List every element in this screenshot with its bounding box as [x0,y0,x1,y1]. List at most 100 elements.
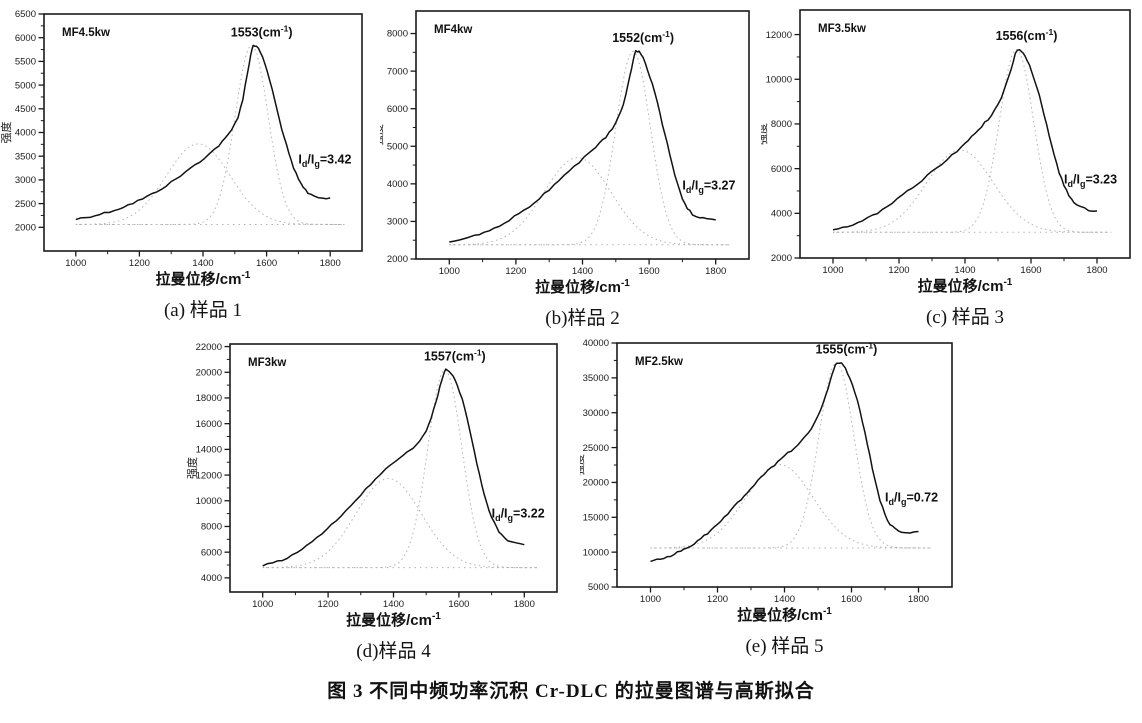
raman-chart-c: 1000 1200 1400 1600 1800 2000 4000 6000 8000 1000… [761,0,1142,332]
raman-chart-a: 1000 1200 1400 1600 1800 2000 2500 3000 3500 4000… [0,0,380,332]
svg-text:强度: 强度 [761,123,769,145]
svg-text:强度: 强度 [580,454,586,476]
svg-text:1800: 1800 [1086,265,1107,276]
svg-text:10000: 10000 [766,74,792,85]
chart-caption-d: (d)样品 4 [356,641,431,662]
svg-text:强度: 强度 [380,124,385,146]
svg-text:Id/Ig=3.23: Id/Ig=3.23 [1064,173,1117,190]
figure-caption: 图 3 不同中频功率沉积 Cr-DLC 的拉曼图谱与高斯拟合 [327,681,815,702]
svg-text:Id/Ig=3.42: Id/Ig=3.42 [298,152,351,169]
svg-text:8000: 8000 [771,119,792,130]
svg-text:25000: 25000 [583,443,609,454]
svg-text:1000: 1000 [439,266,460,277]
svg-text:22000: 22000 [196,342,222,353]
chart-cell-d: 1000 1200 1400 1600 1800 4000 6000 8000 10000 120… [180,332,580,672]
svg-text:2000: 2000 [771,253,792,264]
chart-cell-e: 1000 1200 1400 1600 1800 5000 10000 15000 20000 2… [580,332,980,672]
svg-text:8000: 8000 [201,522,222,533]
chart-caption-c: (c) 样品 3 [925,307,1005,328]
svg-text:1200: 1200 [129,258,150,269]
svg-text:1553(cm-1): 1553(cm-1) [231,23,293,39]
svg-text:MF3kw: MF3kw [248,357,286,369]
svg-text:6000: 6000 [15,33,36,44]
svg-text:1555(cm-1): 1555(cm-1) [816,341,878,357]
svg-text:6000: 6000 [771,164,792,175]
chart-caption-a: (a) 样品 1 [163,300,243,321]
svg-text:1200: 1200 [888,265,909,276]
svg-text:6000: 6000 [387,104,408,115]
svg-text:3000: 3000 [387,217,408,228]
svg-text:2500: 2500 [15,199,36,210]
svg-text:1800: 1800 [514,599,535,610]
svg-text:15000: 15000 [583,512,609,523]
svg-text:4000: 4000 [771,209,792,220]
raman-chart-b: 1000 1200 1400 1600 1800 2000 3000 4000 5000 6000… [380,0,761,332]
svg-text:1600: 1600 [448,599,469,610]
svg-text:4500: 4500 [15,104,36,115]
svg-text:1556(cm-1): 1556(cm-1) [996,27,1058,43]
svg-text:1000: 1000 [65,258,86,269]
svg-text:1800: 1800 [705,266,726,277]
svg-text:1557(cm-1): 1557(cm-1) [424,348,486,364]
svg-text:2000: 2000 [387,254,408,265]
svg-text:1200: 1200 [707,594,728,605]
chart-cell-a: 1000 1200 1400 1600 1800 2000 2500 3000 3500 4000… [0,0,380,332]
svg-text:MF3.5kw: MF3.5kw [818,23,866,35]
svg-text:14000: 14000 [196,445,222,456]
chart-cell-b: 1000 1200 1400 1600 1800 2000 3000 4000 5000 6000… [380,0,761,332]
svg-text:5000: 5000 [387,141,408,152]
svg-text:16000: 16000 [196,419,222,430]
svg-text:1800: 1800 [320,258,341,269]
svg-text:5000: 5000 [15,80,36,91]
svg-text:Id/Ig=3.22: Id/Ig=3.22 [492,507,545,523]
svg-text:1400: 1400 [954,265,975,276]
svg-text:4000: 4000 [201,573,222,584]
svg-text:4000: 4000 [15,128,36,139]
svg-text:1400: 1400 [774,594,795,605]
chart-caption-e: (e) 样品 5 [745,636,824,657]
svg-text:拉曼位移/cm-1: 拉曼位移/cm-1 [535,278,630,296]
chart-caption-b: (b)样品 2 [545,308,620,329]
svg-text:拉曼位移/cm-1: 拉曼位移/cm-1 [156,270,251,288]
raman-chart-e: 1000 1200 1400 1600 1800 5000 10000 15000 20000 2… [580,332,980,672]
svg-text:35000: 35000 [583,373,609,384]
svg-text:6000: 6000 [201,547,222,558]
svg-text:1600: 1600 [256,258,277,269]
svg-text:拉曼位移/cm-1: 拉曼位移/cm-1 [918,277,1013,295]
svg-text:30000: 30000 [583,408,609,419]
svg-text:强度: 强度 [185,457,199,479]
svg-text:1200: 1200 [318,599,339,610]
svg-text:1400: 1400 [192,258,213,269]
svg-text:1200: 1200 [505,266,526,277]
chart-cell-c: 1000 1200 1400 1600 1800 2000 4000 6000 8000 1000… [761,0,1142,332]
svg-text:1000: 1000 [640,594,661,605]
svg-text:5500: 5500 [15,57,36,68]
svg-text:10000: 10000 [583,547,609,558]
svg-text:强度: 强度 [0,122,13,144]
svg-text:MF2.5kw: MF2.5kw [635,356,683,368]
svg-text:1000: 1000 [252,599,273,610]
svg-text:1000: 1000 [822,265,843,276]
svg-text:3500: 3500 [15,151,36,162]
svg-text:20000: 20000 [196,367,222,378]
svg-text:5000: 5000 [588,582,609,593]
svg-text:40000: 40000 [583,338,609,349]
svg-text:Id/Ig=3.27: Id/Ig=3.27 [682,179,735,196]
svg-text:1600: 1600 [1020,265,1041,276]
svg-text:Id/Ig=0.72: Id/Ig=0.72 [885,491,938,508]
svg-text:6500: 6500 [15,9,36,20]
svg-text:4000: 4000 [387,179,408,190]
svg-text:1400: 1400 [383,599,404,610]
svg-text:7000: 7000 [387,66,408,77]
svg-text:3000: 3000 [15,175,36,186]
svg-text:20000: 20000 [583,478,609,489]
svg-text:拉曼位移/cm-1: 拉曼位移/cm-1 [346,611,441,629]
raman-chart-d: 1000 1200 1400 1600 1800 4000 6000 8000 10000 120… [180,332,580,672]
svg-text:12000: 12000 [766,30,792,41]
svg-text:1800: 1800 [908,594,929,605]
svg-text:8000: 8000 [387,29,408,40]
svg-text:1552(cm-1): 1552(cm-1) [612,29,674,45]
svg-text:2000: 2000 [15,223,36,234]
svg-text:1600: 1600 [841,594,862,605]
